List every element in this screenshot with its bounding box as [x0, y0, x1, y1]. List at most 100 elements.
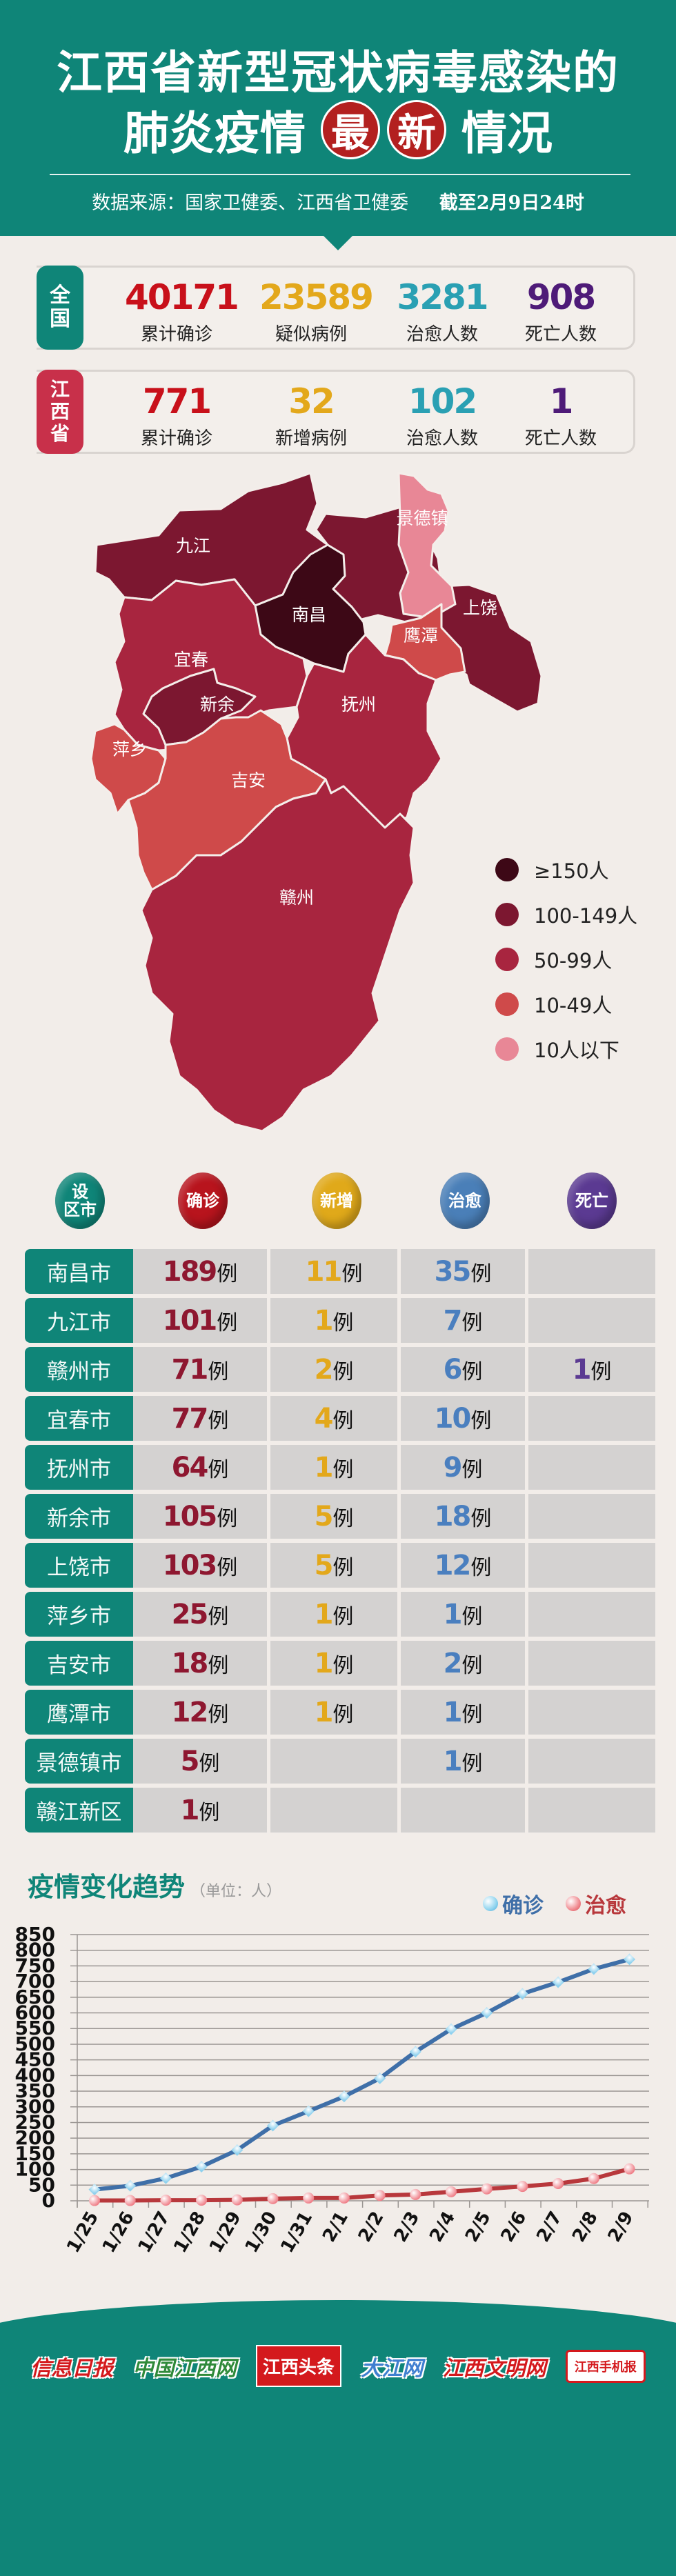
region-jingdezhen[interactable]: [397, 472, 457, 619]
stat-national-confirmed: 40171 累计确诊: [125, 268, 239, 348]
legend-label: 50-99人: [534, 948, 613, 972]
cured-point: [410, 2188, 421, 2200]
cell-death: [528, 1788, 655, 1833]
stat-value: 771: [142, 381, 212, 421]
cell-unit: 例: [470, 1261, 492, 1286]
cell-cured: 35 例: [401, 1249, 525, 1294]
cell-value: 5: [180, 1745, 200, 1777]
cell-unit: 例: [332, 1604, 354, 1629]
legend-label: 确诊: [502, 1894, 544, 1918]
confirmed-point: [588, 1963, 600, 1975]
logo-mobile-news[interactable]: 江西手机报: [565, 2349, 646, 2383]
cell-unit: 例: [461, 1702, 483, 1727]
stat-label: 治愈人数: [406, 324, 478, 345]
cell-unit: 例: [590, 1359, 612, 1384]
table-row: 上饶市 103 例 5 例 12 例: [25, 1543, 655, 1588]
logo-wenming[interactable]: 江西文明网: [442, 2356, 546, 2381]
city-name: 九江市: [25, 1298, 133, 1343]
city-name: 吉安市: [25, 1641, 133, 1686]
city-name: 新余市: [25, 1494, 133, 1539]
cell-unit: 例: [461, 1751, 483, 1776]
cell-value: 7: [443, 1304, 463, 1337]
cell-death: [528, 1592, 655, 1637]
confirmed-point: [516, 1988, 528, 2000]
badge-char: 全: [50, 283, 70, 308]
cell-unit: 例: [332, 1653, 354, 1678]
stat-value: 40171: [125, 277, 239, 317]
chart-unit: （单位：人）: [190, 1883, 282, 1900]
cell-unit: 例: [332, 1457, 354, 1482]
cell-unit: 例: [332, 1408, 354, 1433]
x-tick-label: 1/26: [99, 2208, 139, 2257]
page-title-line2: 肺炎疫情 最 新 情况: [0, 97, 676, 163]
logo-jiangxi-toutiao[interactable]: 江西头条: [255, 2345, 341, 2387]
cell-value: 18: [171, 1647, 209, 1679]
cured-point: [338, 2192, 350, 2204]
cell-cured: 10 例: [401, 1396, 525, 1441]
cell-value: 6: [443, 1353, 463, 1386]
cell-unit: 例: [217, 1506, 238, 1531]
cell-new: 11 例: [270, 1249, 397, 1294]
cured-point: [481, 2183, 493, 2195]
city-table: 南昌市 189 例 11 例 35 例九江市 101 例 1 例 7 例赣州市 71 例 2 例 6 例 1 例宜春市 7…: [25, 1249, 655, 1837]
cell-confirmed: 64 例: [133, 1445, 267, 1490]
map-label-fuzhou: 抚州: [341, 695, 377, 715]
footer-logos: 信息日报 中国江西网 江西头条 大江网 江西文明网 江西手机报: [0, 2345, 676, 2387]
cured-point: [89, 2195, 100, 2206]
legend-dot-icon: [495, 902, 519, 926]
cell-unit: 例: [461, 1653, 483, 1678]
chart-title: 疫情变化趋势 （单位：人）: [28, 1866, 281, 1904]
y-tick-label: 450: [15, 2048, 55, 2071]
city-name: 赣江新区: [25, 1788, 133, 1833]
table-row: 赣州市 71 例 2 例 6 例 1 例: [25, 1347, 655, 1392]
cell-value: 1: [443, 1598, 463, 1630]
red-dot-icon: [566, 1896, 581, 1911]
chart-legend: 确诊 治愈: [483, 1888, 648, 1919]
cell-unit: 例: [470, 1408, 492, 1433]
cell-death: [528, 1396, 655, 1441]
cell-value: 12: [434, 1549, 472, 1581]
table-row: 吉安市 18 例 1 例 2 例: [25, 1641, 655, 1686]
map-label-jiujiang: 九江: [175, 536, 211, 556]
cell-value: 9: [443, 1451, 463, 1484]
logo-xinxi-ribao[interactable]: 信息日报: [30, 2356, 114, 2381]
y-tick-label: 100: [15, 2158, 55, 2181]
map-label-yichun: 宜春: [173, 650, 209, 670]
region-ganzhou[interactable]: [140, 778, 415, 1132]
header-banner: 江西省新型冠状病毒感染的 肺炎疫情 最 新 情况 数据来源：国家卫健委、江西省卫…: [0, 0, 676, 236]
cell-confirmed: 103 例: [133, 1543, 267, 1588]
cell-confirmed: 101 例: [133, 1298, 267, 1343]
city-name: 萍乡市: [25, 1592, 133, 1637]
cell-value: 77: [171, 1402, 209, 1435]
trend-line-chart: 0501001502002503003504004505005506006507…: [15, 1923, 649, 2257]
national-badge: 全 国: [37, 266, 83, 350]
cell-confirmed: 25 例: [133, 1592, 267, 1637]
logo-dajiang[interactable]: 大江网: [361, 2356, 424, 2381]
stat-label: 新增病例: [275, 428, 347, 449]
map-legend: ≥150人 100-149人 50-99人 10-49人 10人以下: [495, 847, 637, 1071]
city-name: 上饶市: [25, 1543, 133, 1588]
cell-value: 35: [434, 1255, 472, 1288]
badge-char: 省: [50, 422, 70, 446]
logo-jxnews[interactable]: 中国江西网: [132, 2356, 237, 2381]
y-tick-label: 0: [42, 2189, 55, 2212]
x-tick-label: 1/25: [63, 2208, 103, 2257]
y-tick-label: 500: [15, 2033, 55, 2055]
cell-confirmed: 18 例: [133, 1641, 267, 1686]
cell-confirmed: 105 例: [133, 1494, 267, 1539]
cell-value: 11: [305, 1255, 343, 1288]
cell-unit: 例: [461, 1310, 483, 1335]
cell-value: 189: [162, 1255, 217, 1288]
table-row: 萍乡市 25 例 1 例 1 例: [25, 1592, 655, 1637]
cell-death: [528, 1298, 655, 1343]
cell-unit: 例: [332, 1310, 354, 1335]
header-text: 区市: [63, 1200, 97, 1219]
cell-value: 105: [162, 1500, 217, 1532]
cell-death: [528, 1641, 655, 1686]
x-tick-label: 2/6: [497, 2208, 531, 2246]
